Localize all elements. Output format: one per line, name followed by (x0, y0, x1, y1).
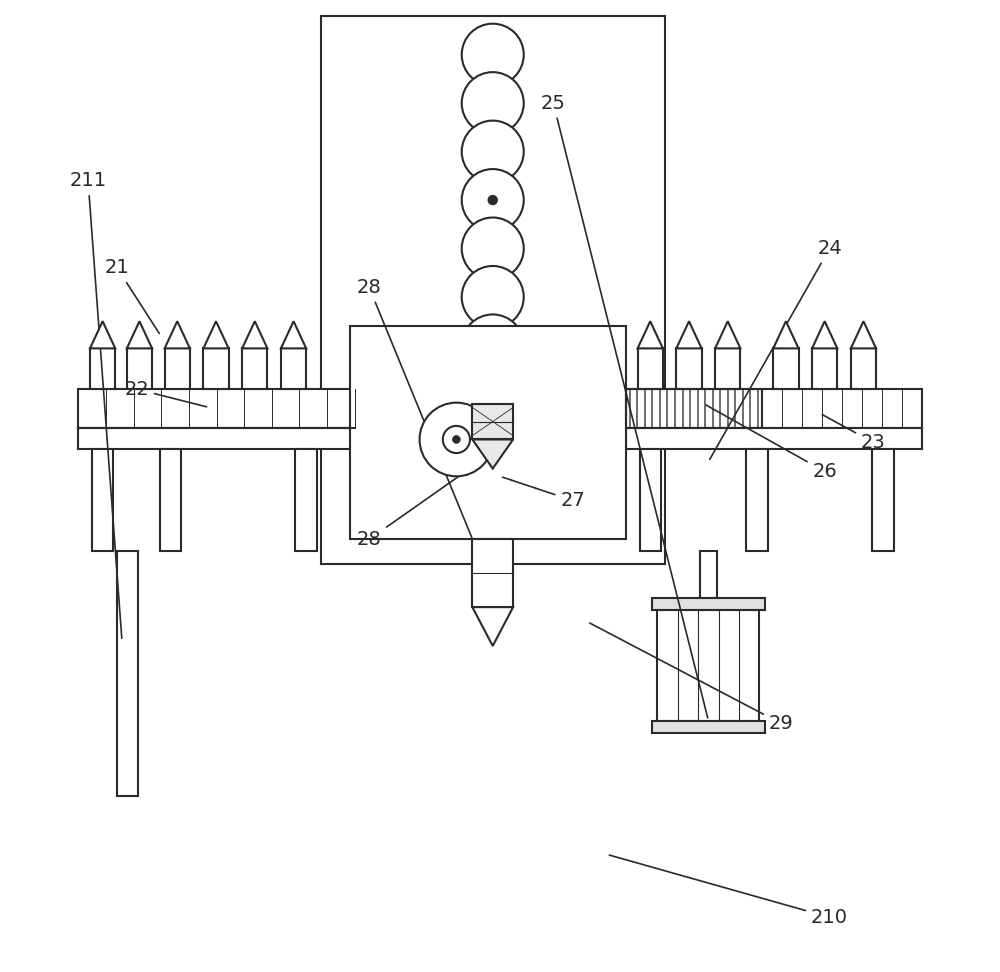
Bar (242, 348, 267, 389)
Bar (872, 449, 894, 551)
Bar (773, 348, 799, 389)
Bar (638, 348, 663, 389)
Text: 23: 23 (822, 415, 886, 452)
Bar (295, 449, 317, 551)
Bar (640, 449, 661, 551)
Bar (472, 539, 513, 608)
Bar (90, 348, 115, 389)
Text: 27: 27 (503, 477, 585, 510)
Circle shape (462, 72, 524, 134)
Circle shape (462, 169, 524, 231)
Polygon shape (773, 321, 799, 348)
Polygon shape (472, 608, 513, 646)
Polygon shape (676, 321, 702, 348)
Circle shape (462, 266, 524, 328)
Polygon shape (90, 321, 115, 348)
Text: 26: 26 (706, 405, 837, 481)
Circle shape (443, 426, 470, 453)
Bar (626, 389, 762, 428)
Text: 28: 28 (357, 459, 484, 549)
Text: 28: 28 (357, 278, 485, 571)
Polygon shape (812, 321, 837, 348)
Circle shape (462, 23, 524, 86)
Circle shape (462, 218, 524, 280)
Bar (676, 348, 702, 389)
Polygon shape (281, 321, 306, 348)
Bar (657, 609, 759, 721)
Polygon shape (472, 439, 513, 469)
Text: 21: 21 (105, 259, 159, 333)
Bar (92, 449, 113, 551)
Bar (715, 348, 740, 389)
Circle shape (462, 363, 524, 425)
Bar (472, 403, 513, 439)
Bar (127, 348, 152, 389)
Text: 24: 24 (710, 239, 842, 460)
Bar (78, 428, 355, 449)
Text: 210: 210 (609, 855, 848, 927)
Polygon shape (127, 321, 152, 348)
Polygon shape (242, 321, 267, 348)
Polygon shape (715, 321, 740, 348)
Bar (321, 16, 665, 564)
Polygon shape (165, 321, 190, 348)
Circle shape (488, 195, 498, 205)
Bar (165, 348, 190, 389)
Bar (626, 389, 922, 428)
Bar (350, 326, 626, 539)
Bar (652, 721, 765, 733)
Polygon shape (851, 321, 876, 348)
Circle shape (420, 402, 493, 476)
Bar (281, 348, 306, 389)
Text: 25: 25 (541, 93, 708, 718)
Bar (117, 551, 138, 796)
Circle shape (462, 315, 524, 376)
Bar (700, 551, 717, 598)
Circle shape (453, 435, 460, 443)
Polygon shape (203, 321, 229, 348)
Text: 211: 211 (70, 171, 122, 639)
Bar (203, 348, 229, 389)
Bar (812, 348, 837, 389)
Bar (160, 449, 181, 551)
Bar (851, 348, 876, 389)
Text: 29: 29 (590, 623, 793, 733)
Text: 22: 22 (124, 380, 207, 407)
Bar (626, 428, 922, 449)
Bar (746, 449, 768, 551)
Bar (78, 389, 355, 428)
Bar (652, 598, 765, 609)
Polygon shape (638, 321, 663, 348)
Circle shape (462, 121, 524, 183)
